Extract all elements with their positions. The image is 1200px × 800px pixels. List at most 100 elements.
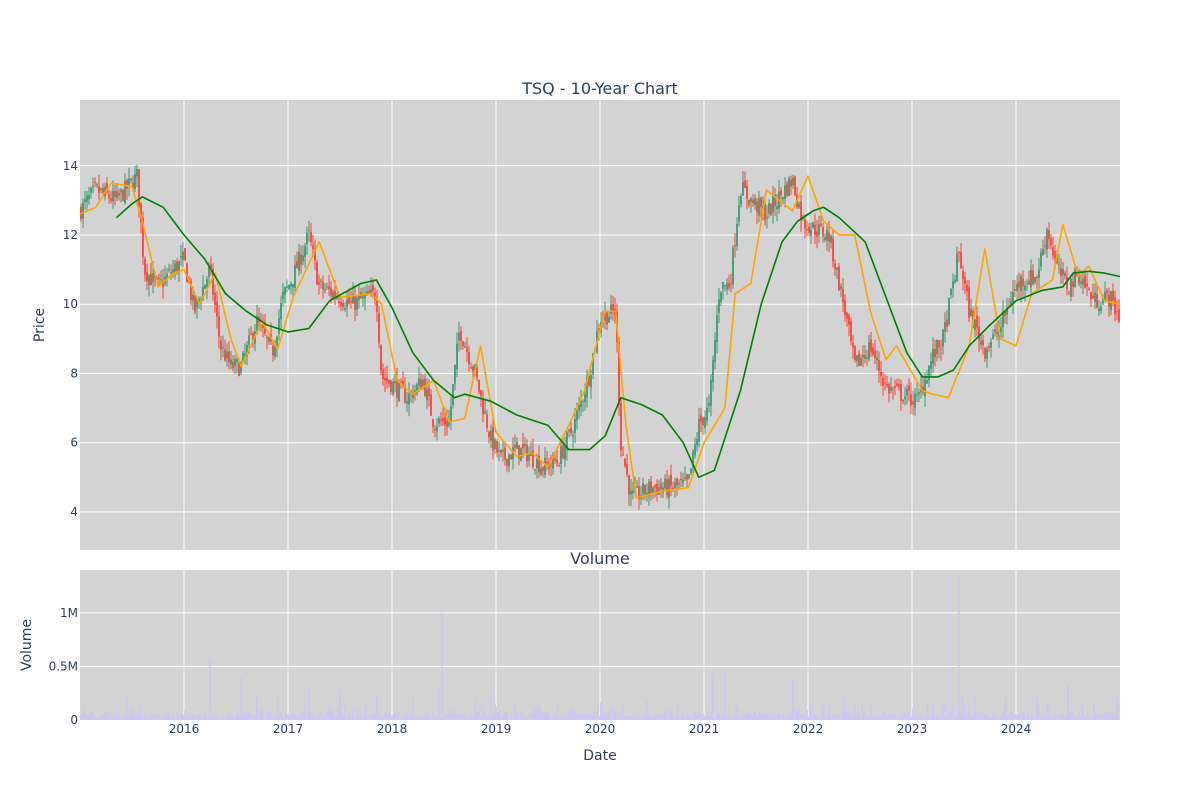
candle-body bbox=[1104, 291, 1106, 300]
volume-bar bbox=[668, 718, 670, 720]
volume-bar bbox=[449, 711, 452, 720]
volume-bar bbox=[356, 711, 358, 720]
volume-bar bbox=[916, 713, 918, 720]
volume-bar bbox=[525, 717, 528, 720]
volume-bar bbox=[96, 717, 98, 720]
candle-body bbox=[274, 345, 276, 357]
volume-bar bbox=[959, 711, 961, 720]
volume-bar bbox=[892, 715, 895, 720]
candle-body bbox=[546, 461, 548, 464]
candle-body bbox=[764, 204, 766, 221]
volume-bar bbox=[776, 713, 779, 720]
candle-body bbox=[782, 197, 784, 200]
candle-body bbox=[454, 364, 456, 384]
volume-bar bbox=[1075, 715, 1077, 720]
candle-body bbox=[902, 399, 904, 402]
volume-bar bbox=[295, 715, 297, 720]
candle-body bbox=[980, 340, 982, 345]
volume-bar bbox=[1097, 714, 1100, 720]
volume-bar bbox=[672, 714, 675, 720]
candle-body bbox=[478, 379, 480, 392]
volume-bar bbox=[357, 714, 360, 720]
volume-bar bbox=[674, 717, 676, 720]
volume-bar bbox=[320, 711, 323, 720]
volume-bar bbox=[559, 716, 562, 720]
volume-bar bbox=[647, 716, 649, 720]
volume-bar bbox=[1053, 711, 1055, 720]
volume-bar bbox=[934, 716, 936, 720]
volume-bar bbox=[898, 718, 901, 720]
candle-body bbox=[340, 302, 342, 306]
candle-body bbox=[732, 247, 734, 285]
candle-body bbox=[106, 183, 108, 193]
volume-bar bbox=[1035, 717, 1037, 720]
volume-bar bbox=[194, 715, 196, 720]
volume-bar bbox=[184, 711, 186, 720]
candle-body bbox=[808, 226, 810, 234]
volume-bar bbox=[512, 717, 514, 720]
candle-body bbox=[996, 331, 998, 335]
candle-body bbox=[168, 269, 170, 271]
candle-body bbox=[956, 253, 958, 281]
candle-body bbox=[882, 377, 884, 386]
candle-body bbox=[196, 298, 198, 308]
candle-body bbox=[344, 307, 346, 310]
candle-body bbox=[712, 359, 714, 382]
candle-body bbox=[598, 328, 600, 330]
volume-bar bbox=[600, 702, 602, 720]
volume-bar bbox=[797, 706, 800, 720]
volume-bar bbox=[885, 712, 887, 720]
candle-body bbox=[334, 290, 336, 298]
volume-bar bbox=[825, 717, 828, 720]
candle-body bbox=[908, 385, 910, 391]
volume-bar bbox=[813, 713, 816, 720]
volume-bar bbox=[833, 713, 835, 720]
candle-body bbox=[1040, 252, 1042, 267]
volume-bar bbox=[929, 717, 932, 720]
volume-bar bbox=[778, 708, 780, 720]
candle-body bbox=[970, 309, 972, 317]
candle-body bbox=[444, 416, 446, 425]
volume-bar bbox=[605, 713, 608, 720]
volume-bar bbox=[707, 710, 709, 720]
candle-body bbox=[122, 190, 124, 201]
candle-body bbox=[824, 237, 826, 240]
candle-body bbox=[622, 454, 624, 456]
candle-body bbox=[760, 197, 762, 207]
candle-body bbox=[776, 205, 778, 210]
volume-bar bbox=[457, 715, 459, 720]
volume-bar bbox=[715, 711, 718, 720]
volume-bar bbox=[155, 717, 158, 720]
candle-body bbox=[446, 420, 448, 427]
volume-bar bbox=[1091, 718, 1094, 720]
x-tick-label: 2019 bbox=[481, 722, 512, 736]
candle-body bbox=[644, 484, 646, 495]
volume-bar bbox=[993, 713, 996, 720]
volume-spike-bar bbox=[1067, 683, 1069, 720]
volume-bar bbox=[201, 718, 204, 720]
volume-bar bbox=[133, 713, 135, 720]
candle-body bbox=[488, 432, 490, 438]
volume-bar bbox=[1030, 712, 1033, 720]
volume-bar bbox=[276, 715, 278, 720]
candle-body bbox=[424, 378, 426, 396]
candle-body bbox=[884, 382, 886, 384]
volume-bar bbox=[371, 714, 373, 720]
volume-bar bbox=[753, 713, 755, 720]
volume-bar bbox=[1114, 715, 1116, 720]
volume-bar bbox=[250, 714, 253, 720]
candle-body bbox=[934, 348, 936, 358]
volume-bar bbox=[365, 705, 367, 720]
candle-body bbox=[460, 330, 462, 341]
volume-bar bbox=[721, 714, 724, 720]
volume-bar bbox=[120, 718, 122, 720]
volume-bar bbox=[1084, 716, 1086, 720]
candle-body bbox=[96, 184, 98, 186]
volume-bar bbox=[989, 717, 991, 720]
volume-bar bbox=[920, 712, 923, 720]
candle-body bbox=[564, 446, 566, 460]
volume-bar bbox=[380, 714, 382, 720]
volume-bar bbox=[788, 716, 791, 720]
volume-bar bbox=[485, 715, 488, 720]
volume-bar bbox=[937, 716, 939, 720]
